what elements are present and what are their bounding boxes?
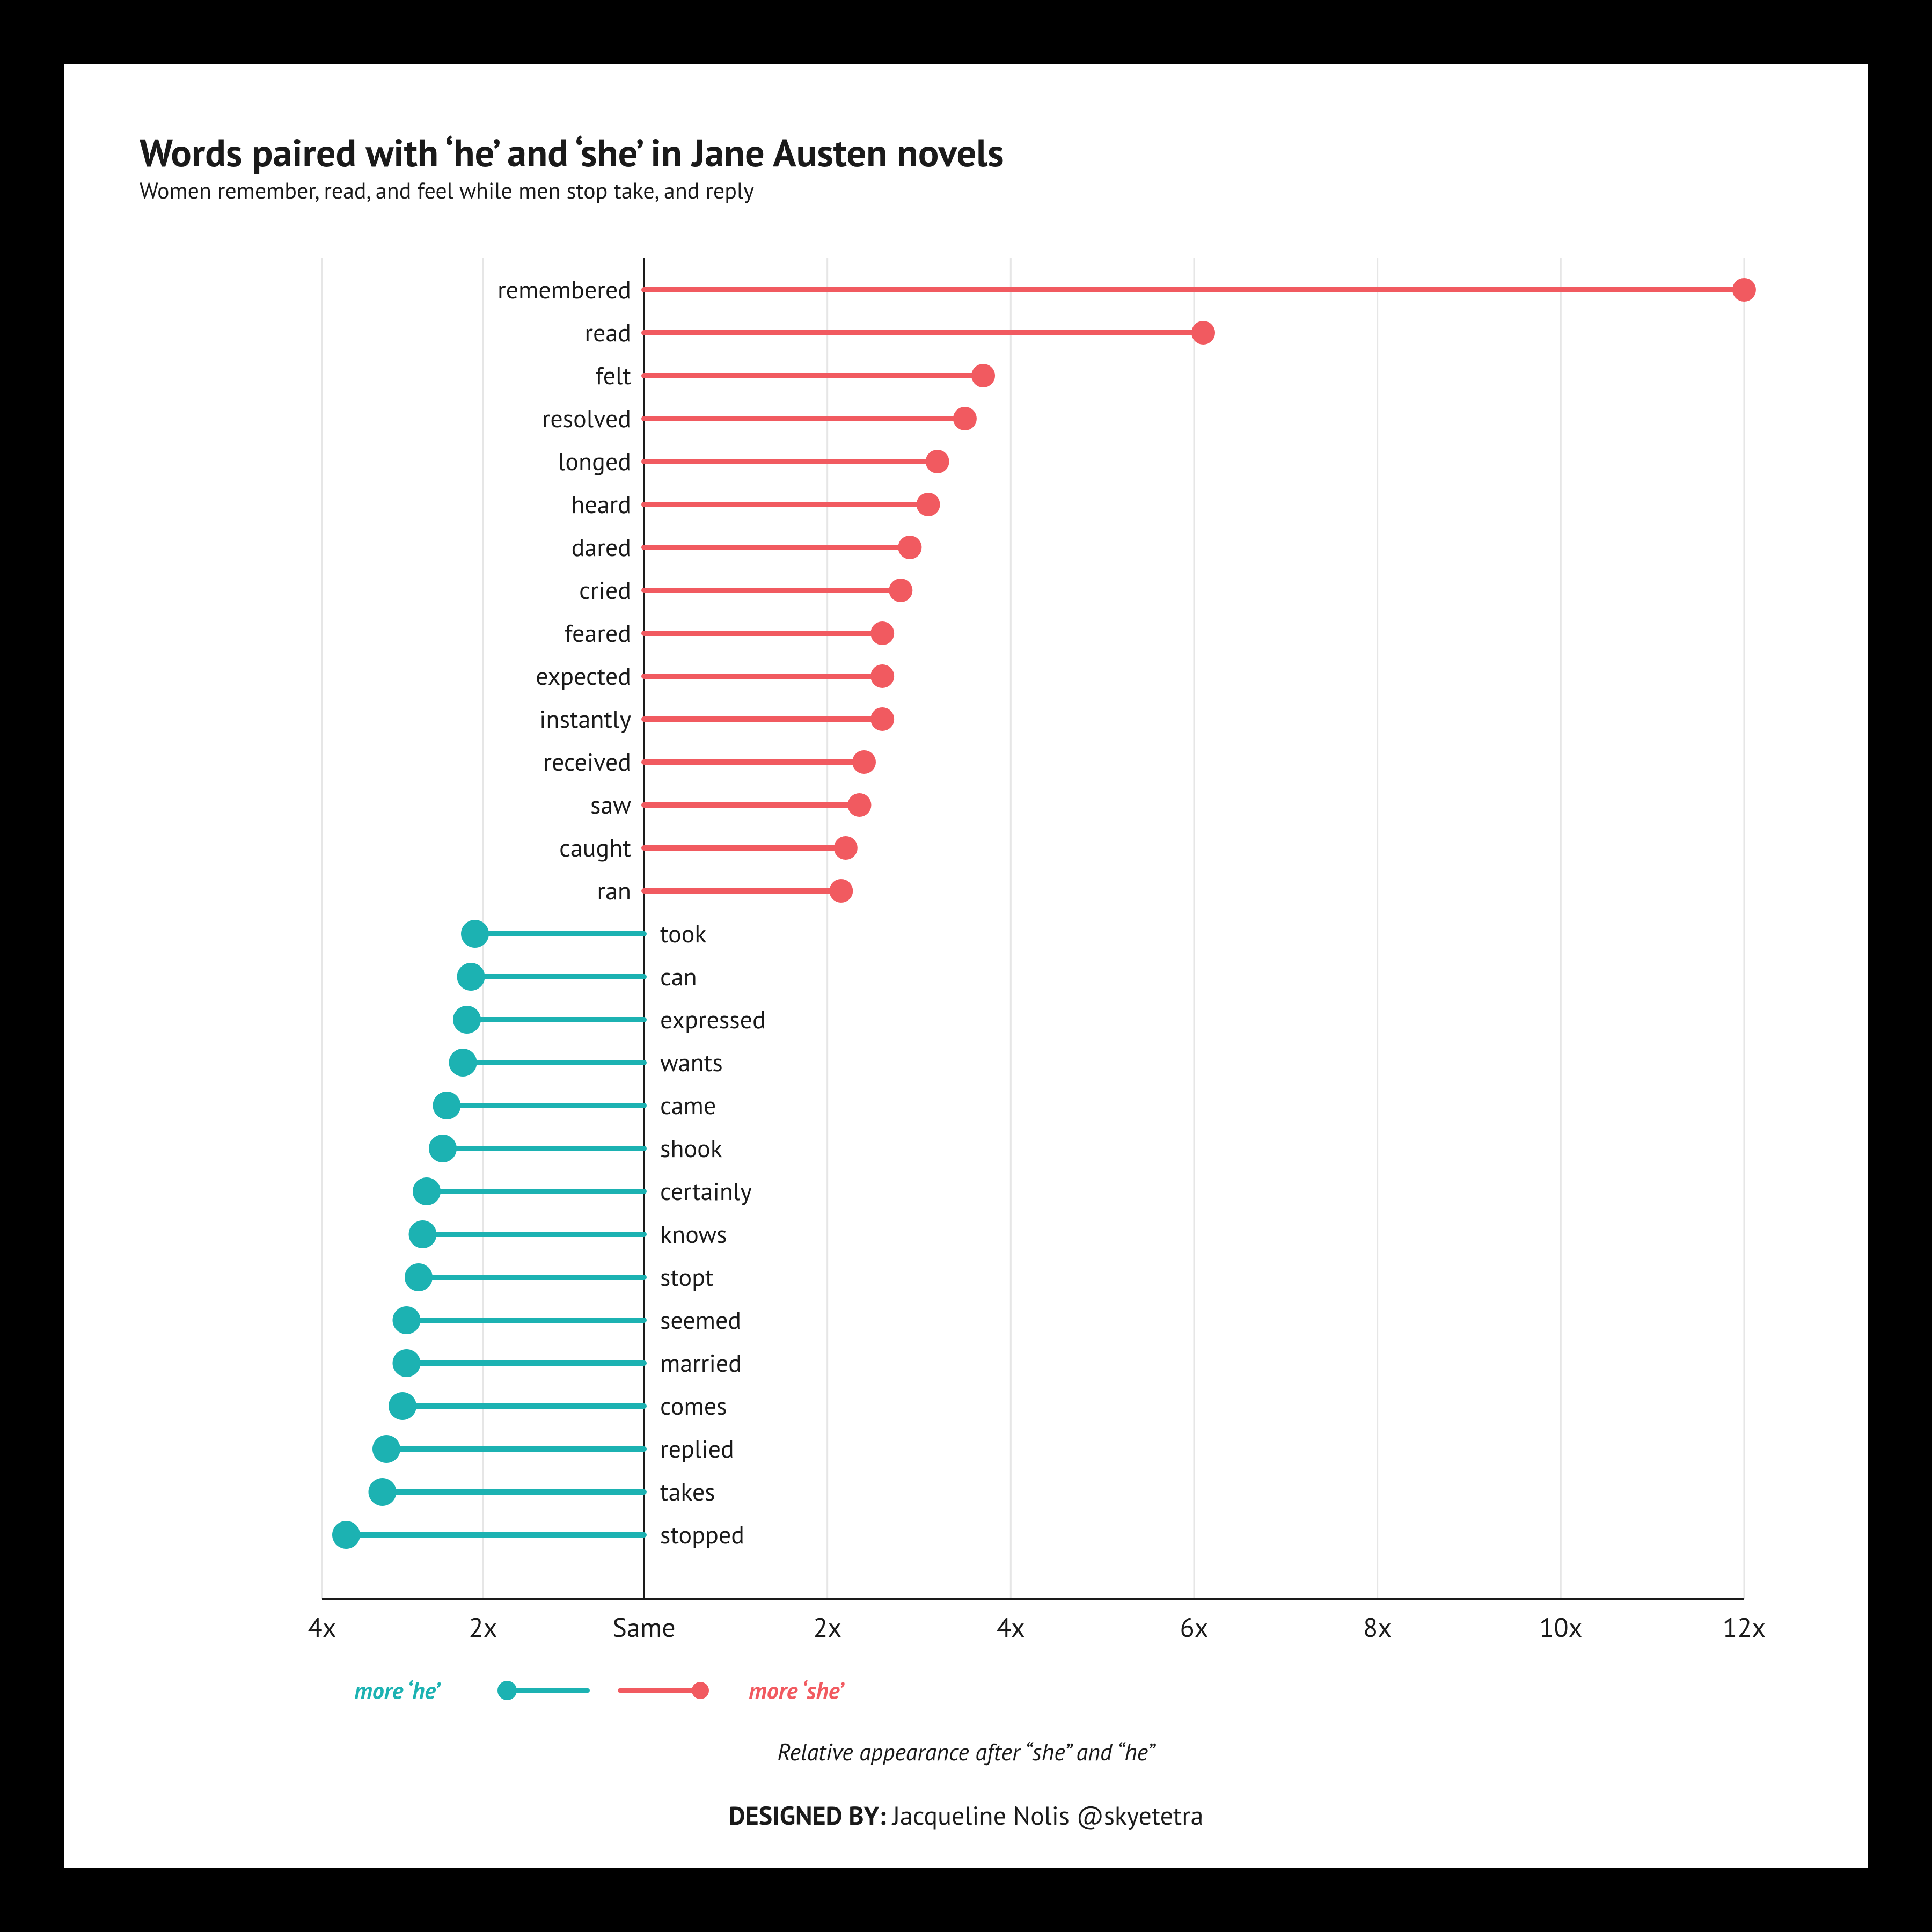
- he-word-label: shook: [660, 1132, 722, 1164]
- she-dot: [889, 579, 912, 602]
- she-word-label: caught: [559, 831, 631, 863]
- she-dot: [870, 621, 894, 645]
- he-dot: [433, 1092, 461, 1119]
- she-dot: [870, 664, 894, 688]
- he-word-label: stopped: [660, 1518, 744, 1550]
- he-word-label: wants: [660, 1046, 723, 1078]
- she-dot: [834, 836, 858, 860]
- he-word-label: takes: [660, 1475, 715, 1507]
- she-dot: [1191, 321, 1215, 345]
- legend-she-label: more ‘she’: [749, 1675, 845, 1706]
- he-dot: [393, 1349, 421, 1377]
- he-dot: [409, 1220, 437, 1248]
- x-tick-label: 4x: [997, 1609, 1025, 1644]
- she-dot: [898, 536, 921, 559]
- she-word-label: remembered: [497, 273, 631, 305]
- x-tick-label: 12x: [1723, 1609, 1766, 1644]
- x-tick-label: 4x: [308, 1609, 336, 1644]
- he-word-label: knows: [660, 1218, 727, 1250]
- x-tick-label: 6x: [1180, 1609, 1208, 1644]
- she-dot: [917, 493, 940, 516]
- he-dot: [372, 1435, 400, 1463]
- x-axis-caption: Relative appearance after “she” and “he”: [777, 1737, 1156, 1767]
- she-dot: [829, 879, 853, 903]
- he-word-label: stopt: [660, 1261, 714, 1293]
- x-tick-label: 2x: [469, 1609, 497, 1644]
- she-dot: [1732, 278, 1756, 302]
- she-word-label: longed: [558, 445, 631, 477]
- she-word-label: dared: [572, 531, 631, 563]
- she-word-label: resolved: [542, 402, 631, 434]
- designed-by-value: Jacqueline Nolis @skyetetra: [891, 1799, 1203, 1832]
- he-dot: [429, 1135, 457, 1162]
- she-word-label: read: [584, 316, 631, 348]
- chart-title: Words paired with ‘he’ and ‘she’ in Jane…: [140, 127, 1004, 177]
- he-word-label: certainly: [660, 1175, 752, 1207]
- she-dot: [852, 750, 876, 774]
- he-word-label: came: [660, 1089, 716, 1121]
- designed-by: DESIGNED BY: Jacqueline Nolis @skyetetra: [729, 1799, 1204, 1832]
- he-dot: [413, 1177, 441, 1205]
- he-dot: [457, 963, 485, 991]
- he-dot: [461, 920, 489, 948]
- he-word-label: comes: [660, 1389, 727, 1422]
- he-word-label: married: [660, 1346, 742, 1379]
- she-word-label: instantly: [539, 702, 631, 735]
- x-tick-label: 10x: [1539, 1609, 1582, 1644]
- she-word-label: expected: [536, 660, 631, 692]
- he-dot: [393, 1306, 421, 1334]
- outer-frame: Words paired with ‘he’ and ‘she’ in Jane…: [0, 0, 1932, 1932]
- she-word-label: saw: [590, 788, 631, 821]
- he-word-label: can: [660, 960, 697, 992]
- he-word-label: expressed: [660, 1003, 766, 1035]
- he-dot: [389, 1392, 416, 1420]
- chart-subtitle: Women remember, read, and feel while men…: [140, 175, 754, 205]
- legend-he-label: more ‘he’: [354, 1675, 441, 1706]
- she-dot: [926, 450, 949, 473]
- she-word-label: cried: [579, 574, 631, 606]
- she-dot: [870, 707, 894, 731]
- he-word-label: seemed: [660, 1304, 741, 1336]
- he-dot: [405, 1263, 433, 1291]
- she-dot: [971, 364, 995, 387]
- she-word-label: received: [543, 745, 631, 778]
- he-dot: [453, 1006, 481, 1034]
- x-tick-label: 2x: [813, 1609, 841, 1644]
- chart-panel: Words paired with ‘he’ and ‘she’ in Jane…: [64, 64, 1868, 1868]
- he-dot: [369, 1478, 397, 1506]
- she-word-label: felt: [595, 359, 631, 391]
- she-dot: [847, 793, 871, 817]
- he-dot: [332, 1521, 360, 1549]
- designed-by-label: DESIGNED BY:: [729, 1799, 892, 1832]
- she-word-label: ran: [597, 874, 631, 906]
- he-word-label: took: [660, 917, 706, 949]
- she-dot: [953, 407, 977, 430]
- she-word-label: heard: [571, 488, 631, 520]
- he-dot: [449, 1049, 477, 1077]
- x-tick-label: Same: [612, 1609, 675, 1644]
- he-word-label: replied: [660, 1432, 734, 1465]
- she-word-label: feared: [565, 617, 631, 649]
- chart-svg: Words paired with ‘he’ and ‘she’ in Jane…: [64, 64, 1868, 1868]
- x-tick-label: 8x: [1363, 1609, 1392, 1644]
- legend-she-dot: [692, 1682, 709, 1699]
